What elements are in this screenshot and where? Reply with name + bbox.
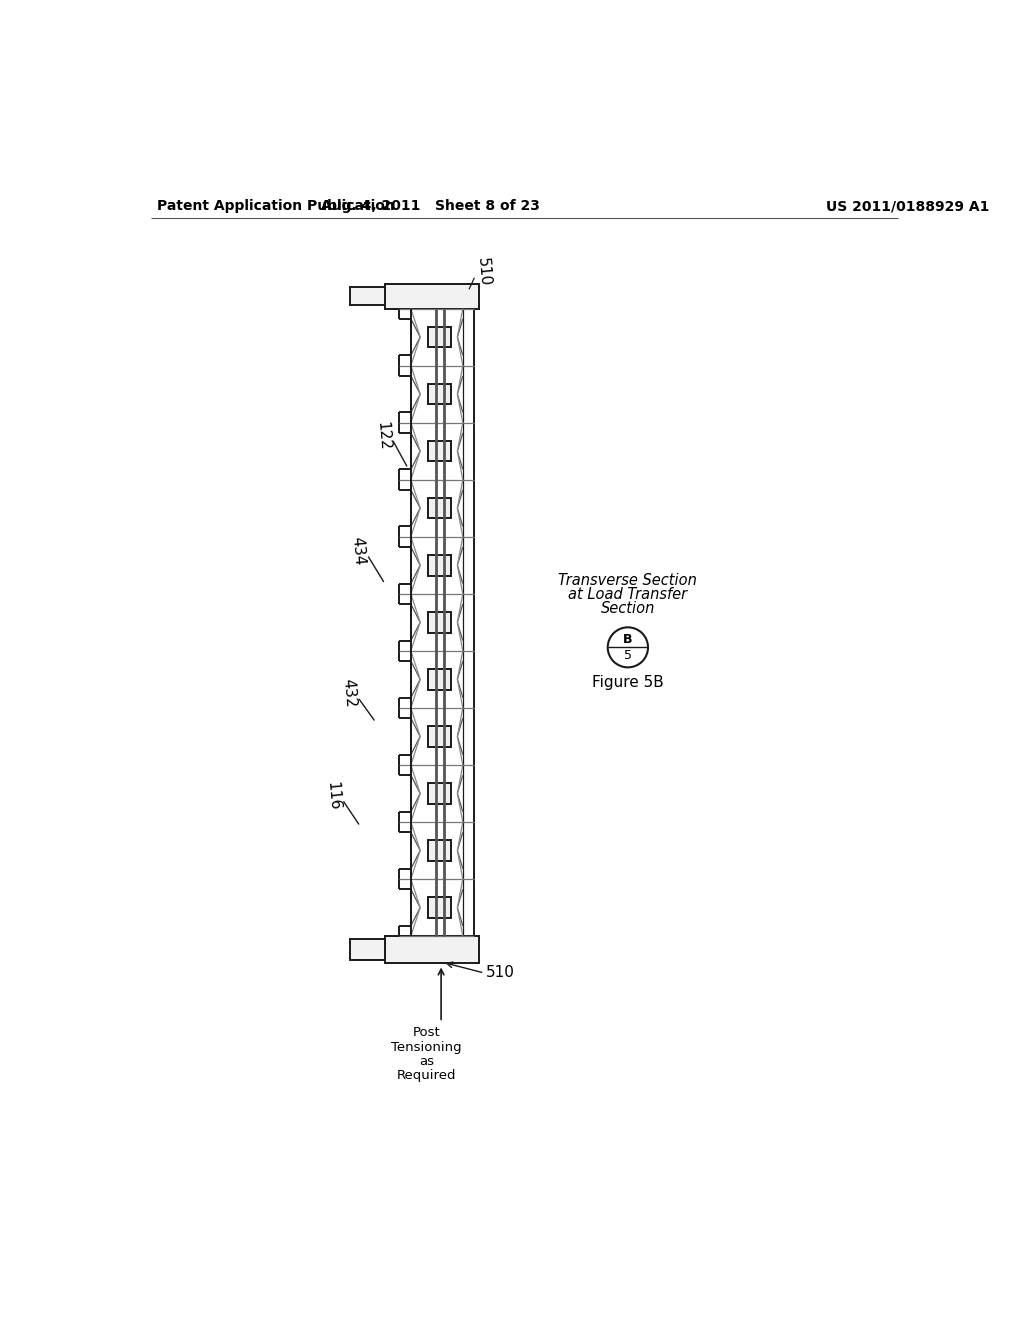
Text: US 2011/0188929 A1: US 2011/0188929 A1 xyxy=(825,199,989,213)
Text: 434: 434 xyxy=(349,536,367,566)
Text: Section: Section xyxy=(601,601,655,615)
Text: 432: 432 xyxy=(340,678,357,709)
Bar xyxy=(385,936,479,964)
Text: 5: 5 xyxy=(624,648,632,661)
Bar xyxy=(428,783,452,804)
Text: Transverse Section: Transverse Section xyxy=(558,573,697,587)
Circle shape xyxy=(607,627,648,668)
Bar xyxy=(350,940,385,960)
Bar xyxy=(385,284,479,309)
Text: Aug. 4, 2011   Sheet 8 of 23: Aug. 4, 2011 Sheet 8 of 23 xyxy=(321,199,540,213)
Bar xyxy=(350,286,385,305)
Text: 510: 510 xyxy=(486,965,515,979)
Bar xyxy=(428,441,452,462)
Bar xyxy=(428,898,452,917)
Bar xyxy=(428,612,452,632)
Bar xyxy=(428,384,452,404)
Text: Tensioning: Tensioning xyxy=(391,1041,462,1055)
Text: 122: 122 xyxy=(374,421,391,450)
Text: Post: Post xyxy=(413,1026,440,1039)
Text: B: B xyxy=(624,634,633,647)
Bar xyxy=(428,498,452,519)
Bar xyxy=(428,669,452,689)
Bar xyxy=(428,841,452,861)
Text: at Load Transfer: at Load Transfer xyxy=(568,586,687,602)
Text: as: as xyxy=(419,1055,434,1068)
Text: Figure 5B: Figure 5B xyxy=(592,675,664,689)
Text: 116: 116 xyxy=(325,781,342,810)
Bar xyxy=(428,327,452,347)
Text: 510: 510 xyxy=(475,257,493,288)
Bar xyxy=(428,726,452,747)
Text: Patent Application Publication: Patent Application Publication xyxy=(158,199,395,213)
Bar xyxy=(428,554,452,576)
Text: Required: Required xyxy=(396,1069,456,1082)
